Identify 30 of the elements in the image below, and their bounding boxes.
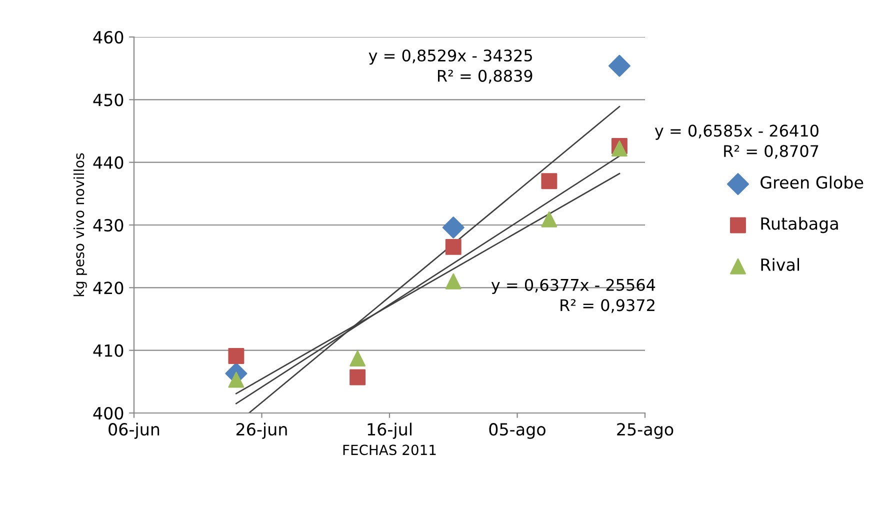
point bbox=[445, 273, 462, 290]
y-tick-label: 460 bbox=[93, 30, 124, 44]
point bbox=[541, 173, 558, 190]
y-tick-label: 440 bbox=[93, 156, 124, 169]
x-tick-label: 25-ago bbox=[617, 423, 674, 439]
y-tick-label: 410 bbox=[93, 344, 124, 357]
point bbox=[442, 216, 464, 238]
x-tick-label: 26-jun bbox=[236, 422, 287, 439]
x-tick-label: 06-jun bbox=[108, 422, 160, 439]
legend-label: Rutabaga bbox=[761, 216, 838, 234]
point bbox=[541, 211, 558, 228]
y-tick-label: 450 bbox=[93, 94, 124, 106]
point bbox=[228, 348, 244, 364]
y-tick-label: 400 bbox=[93, 406, 124, 420]
y-tick-label: 430 bbox=[93, 218, 124, 232]
point bbox=[445, 238, 462, 255]
y-tick-label: 420 bbox=[93, 282, 124, 294]
point bbox=[350, 350, 366, 366]
annotation: y = 0,8529x - 34325 R² = 0,8839 bbox=[368, 49, 532, 84]
legend-label: Green Globe bbox=[760, 176, 864, 189]
x-tick-label: 05-ago bbox=[489, 423, 546, 439]
point bbox=[608, 54, 630, 77]
x-axis-title: FECHAS 2011 bbox=[343, 444, 436, 456]
x-tick-label: 16-jul bbox=[368, 422, 412, 439]
point bbox=[350, 369, 366, 386]
y-axis-title: kg peso vivo novillos bbox=[73, 153, 87, 296]
point bbox=[228, 372, 244, 388]
legend-label: Rival bbox=[761, 258, 800, 271]
text: y = 0,6585x - 26410 R² = 0,8707 bbox=[654, 124, 818, 159]
annotation: y = 0,6377x - 25564 R² = 0,9372 bbox=[491, 278, 656, 313]
